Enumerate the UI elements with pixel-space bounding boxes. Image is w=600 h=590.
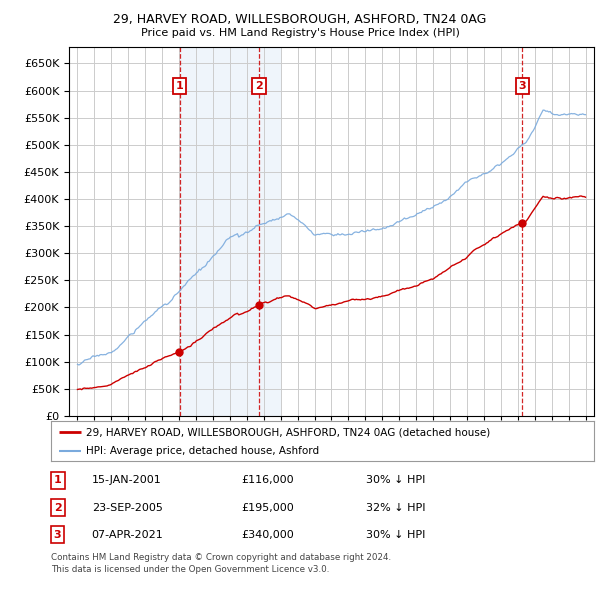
Text: 29, HARVEY ROAD, WILLESBOROUGH, ASHFORD, TN24 0AG (detached house): 29, HARVEY ROAD, WILLESBOROUGH, ASHFORD,… [86, 427, 491, 437]
Text: This data is licensed under the Open Government Licence v3.0.: This data is licensed under the Open Gov… [51, 565, 329, 574]
Text: £116,000: £116,000 [241, 476, 293, 486]
Text: £195,000: £195,000 [241, 503, 294, 513]
Text: Price paid vs. HM Land Registry's House Price Index (HPI): Price paid vs. HM Land Registry's House … [140, 28, 460, 38]
Text: 30% ↓ HPI: 30% ↓ HPI [366, 476, 425, 486]
Text: HPI: Average price, detached house, Ashford: HPI: Average price, detached house, Ashf… [86, 445, 319, 455]
Text: 29, HARVEY ROAD, WILLESBOROUGH, ASHFORD, TN24 0AG: 29, HARVEY ROAD, WILLESBOROUGH, ASHFORD,… [113, 13, 487, 26]
Text: 3: 3 [54, 530, 61, 540]
Text: 2: 2 [53, 503, 61, 513]
Text: 32% ↓ HPI: 32% ↓ HPI [366, 503, 425, 513]
Text: 1: 1 [53, 476, 61, 486]
Text: 2: 2 [255, 81, 263, 91]
Text: 07-APR-2021: 07-APR-2021 [92, 530, 163, 540]
Text: 30% ↓ HPI: 30% ↓ HPI [366, 530, 425, 540]
Text: 1: 1 [176, 81, 184, 91]
Text: £340,000: £340,000 [241, 530, 294, 540]
Text: 3: 3 [518, 81, 526, 91]
Text: Contains HM Land Registry data © Crown copyright and database right 2024.: Contains HM Land Registry data © Crown c… [51, 553, 391, 562]
Text: 23-SEP-2005: 23-SEP-2005 [92, 503, 163, 513]
Bar [180, 47, 281, 416]
Text: 15-JAN-2001: 15-JAN-2001 [92, 476, 161, 486]
